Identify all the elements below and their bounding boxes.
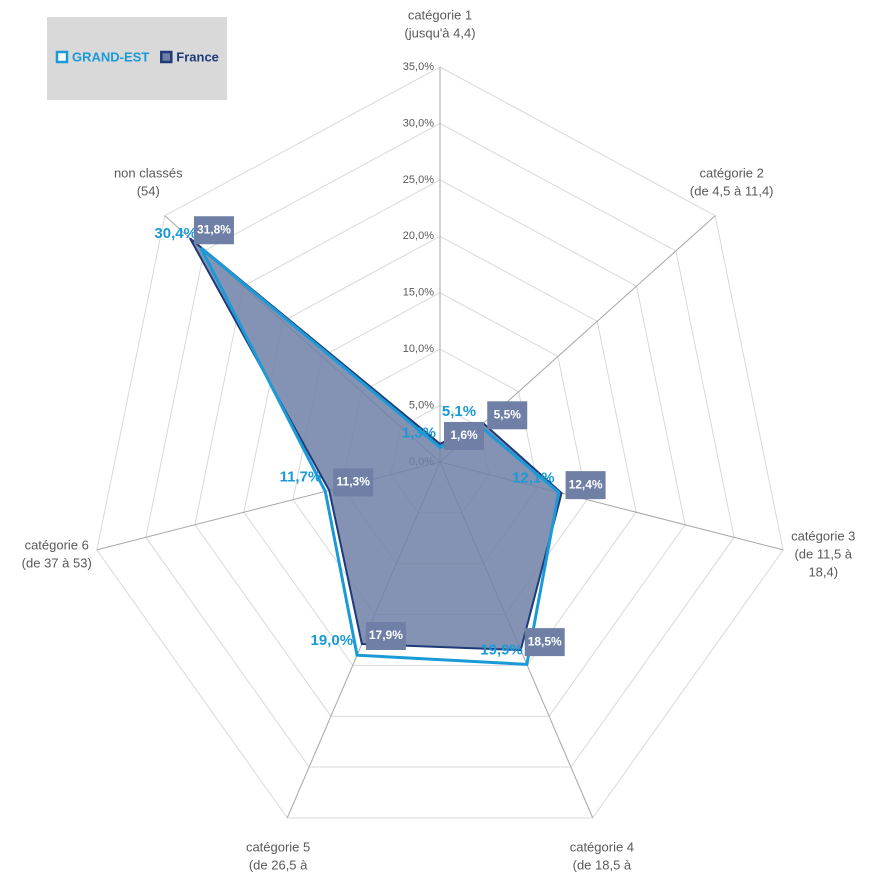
category-label: (de 4,5 à 11,4) [690,183,774,198]
data-label-box [333,468,374,497]
grid-ring [96,66,784,819]
data-label: 19,9% [480,641,523,658]
legend-label: GRAND-EST [72,49,149,64]
legend-swatch [55,50,69,64]
data-label: 11,3% [337,475,371,489]
y-tick-label: 10,0% [403,343,434,355]
series-area [199,246,561,666]
category-label: (de 11,5 à [794,547,852,562]
category-label: non classés [114,165,183,180]
data-label: 31,8% [197,222,231,236]
data-label: 11,7% [280,468,322,485]
series-area [189,237,563,652]
data-label: 5,5% [494,407,522,421]
data-label-box [487,401,528,430]
y-tick-label: 35,0% [403,61,434,73]
data-label: 17,9% [369,628,403,642]
data-label-box [524,628,565,657]
data-label: 5,1% [442,403,476,420]
category-label: (54) [137,183,160,198]
data-label: 18,5% [528,634,562,648]
category-label: catégorie 5 [246,840,310,855]
y-tick-label: 30,0% [403,117,434,129]
data-label: 1,3% [402,424,436,441]
category-label: (de 18,5 à [573,858,632,873]
category-label: catégorie 6 [25,538,89,553]
category-label: catégorie 4 [570,840,634,855]
category-label: catégorie 1 [408,8,472,23]
legend-label: France [176,49,219,64]
y-tick-label: 15,0% [403,287,434,299]
category-label: (de 37 à 53) [22,556,92,571]
grid-ring [145,122,735,768]
axis-spoke [439,215,716,463]
grid-ring [194,179,686,717]
legend-box [47,17,227,100]
category-label: catégorie 2 [700,165,764,180]
category-label: 18,4) [808,565,838,580]
y-tick-label: 5,0% [409,399,434,411]
category-label: (de 26,5 à [249,858,308,873]
data-label-box [444,421,484,450]
category-label: (jusqu'à 4,4) [404,26,475,41]
data-label-box [193,216,234,245]
data-label-box [365,622,406,651]
data-label: 12,1% [512,469,555,486]
data-label: 30,4% [154,225,197,242]
data-label-box [565,471,606,500]
data-label: 12,4% [569,477,603,491]
y-tick-label: 25,0% [403,174,434,186]
category-label: catégorie 3 [791,529,855,544]
y-tick-label: 20,0% [403,230,434,242]
data-label: 19,0% [311,632,354,649]
data-label: 1,6% [450,428,478,442]
legend-swatch [160,50,173,64]
